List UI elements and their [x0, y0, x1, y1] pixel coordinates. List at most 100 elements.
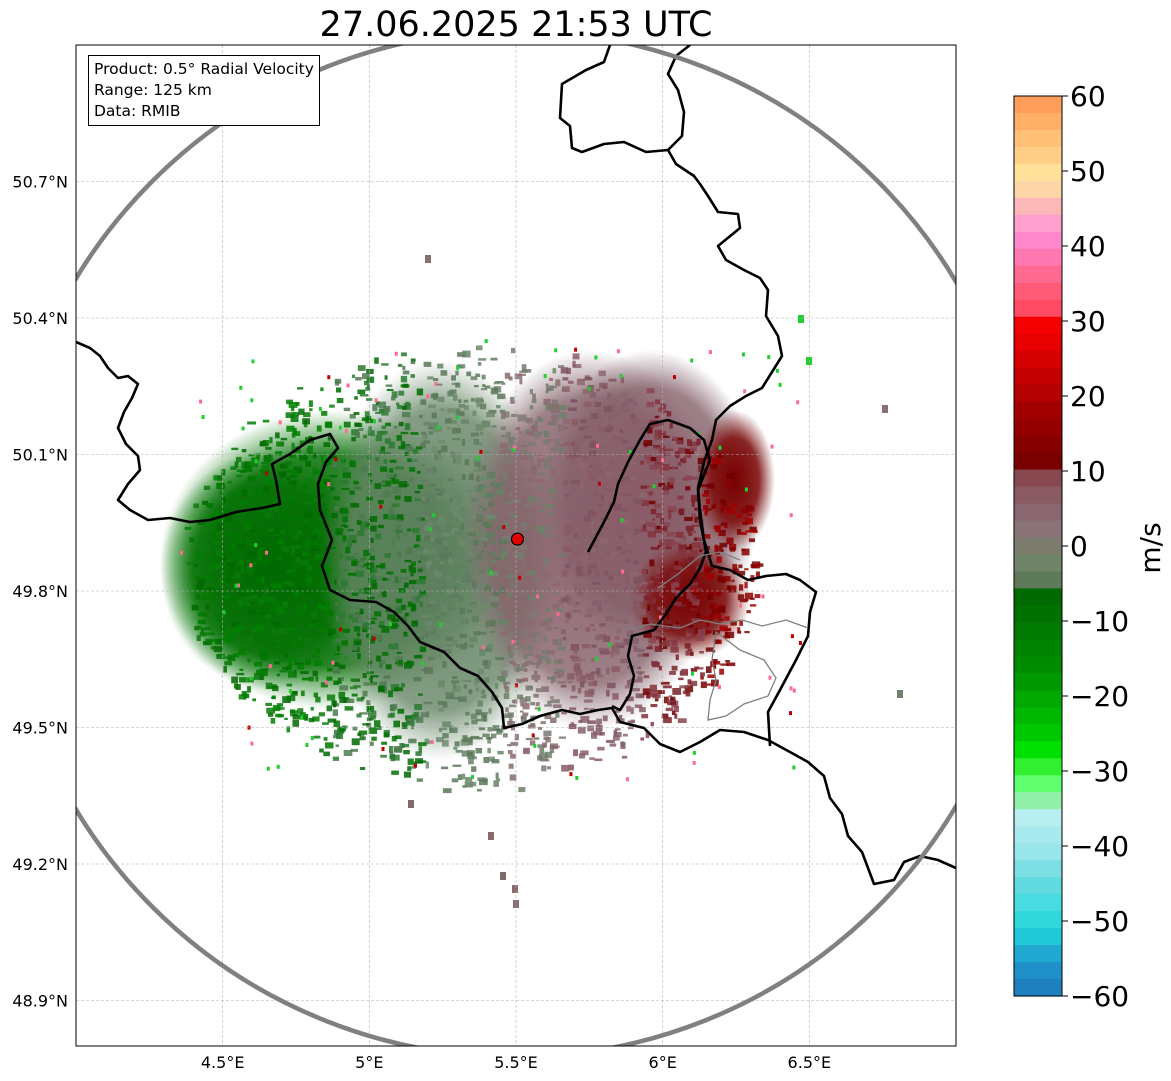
colorbar-band [1014, 163, 1062, 182]
colorbar-band [1014, 656, 1062, 674]
colorbar-band [1014, 690, 1062, 708]
colorbar-band [1014, 588, 1062, 607]
colorbar-band [1014, 758, 1062, 776]
map-title: 27.06.2025 21:53 UTC [319, 5, 713, 45]
colorbar-band [1014, 265, 1062, 284]
colorbar-tick-label: −60 [1070, 980, 1129, 1013]
colorbar-band [1014, 367, 1062, 386]
colorbar-band [1014, 911, 1062, 929]
lat-tick-label: 50.1°N [12, 446, 68, 465]
colorbar-band [1014, 384, 1062, 403]
velocity-colorbar: 60 50 40 30 20 10 0 −10 −20 −30 −40 −50 −60 m/s [1013, 80, 1167, 1013]
colorbar-band [1014, 877, 1062, 895]
colorbar-ticks: 60 50 40 30 20 10 0 −10 −20 −30 −40 −50 −60 [1062, 80, 1129, 1013]
lon-tick-label: 5°E [355, 1053, 383, 1072]
colorbar-band [1014, 96, 1062, 114]
colorbar-band [1014, 435, 1062, 454]
info-product: Product: 0.5° Radial Velocity [94, 60, 314, 78]
colorbar-band [1014, 622, 1062, 640]
lat-tick-label: 49.8°N [12, 582, 68, 601]
border-lu [586, 418, 712, 712]
colorbar-band [1014, 112, 1062, 131]
colorbar-band [1014, 282, 1062, 301]
radar-echo-layer [160, 255, 903, 908]
lat-tick-label: 48.9°N [12, 992, 68, 1011]
border-nl-tip [558, 45, 669, 154]
colorbar-band [1014, 860, 1062, 878]
colorbar-tick-label: 40 [1070, 230, 1106, 263]
colorbar-band [1014, 639, 1062, 657]
colorbar-band [1014, 486, 1062, 505]
colorbar-band [1014, 554, 1062, 573]
colorbar-band [1014, 962, 1062, 980]
colorbar-band [1014, 503, 1062, 522]
colorbar-band [1014, 928, 1062, 946]
border-be-fr-west [76, 340, 956, 886]
lon-tick-label: 6.5°E [788, 1053, 832, 1072]
colorbar-tick-label: 0 [1070, 530, 1088, 563]
colorbar-tick-label: 30 [1070, 305, 1106, 338]
state-borders [627, 551, 809, 721]
colorbar-band [1014, 945, 1062, 963]
colorbar-band [1014, 180, 1062, 199]
radar-site-marker [510, 532, 525, 546]
info-range: Range: 125 km [94, 81, 212, 99]
colorbar-band [1014, 248, 1062, 267]
colorbar-band [1014, 316, 1062, 335]
colorbar-band [1014, 350, 1062, 369]
colorbar-tick-label: −40 [1070, 830, 1129, 863]
colorbar-unit-label: m/s [1134, 522, 1167, 573]
map-frame [75, 44, 957, 1047]
lon-tick-label: 4.5°E [201, 1053, 245, 1072]
border-be-de-east [666, 45, 818, 747]
colorbar-band [1014, 469, 1062, 488]
colorbar-band [1014, 418, 1062, 437]
lat-tick-label: 49.5°N [12, 719, 68, 738]
colorbar-band [1014, 894, 1062, 912]
colorbar-band [1014, 605, 1062, 624]
colorbar-tick-label: −30 [1070, 755, 1129, 788]
colorbar-bands [1014, 96, 1062, 997]
colorbar-tick-label: −50 [1070, 905, 1129, 938]
colorbar-band [1014, 401, 1062, 420]
colorbar-band [1014, 129, 1062, 148]
colorbar-band [1014, 741, 1062, 759]
colorbar-tick-label: 20 [1070, 380, 1106, 413]
map-plot-area [76, 45, 956, 1046]
colorbar-band [1014, 299, 1062, 318]
colorbar-band [1014, 537, 1062, 556]
colorbar-band [1014, 826, 1062, 844]
colorbar-band [1014, 707, 1062, 725]
colorbar-band [1014, 452, 1062, 471]
colorbar-band [1014, 843, 1062, 861]
product-info-box: Product: 0.5° Radial Velocity Range: 125… [88, 55, 320, 126]
colorbar-band [1014, 333, 1062, 352]
colorbar-band [1014, 809, 1062, 827]
colorbar-tick-label: −10 [1070, 605, 1129, 638]
colorbar-tick-label: −20 [1070, 680, 1129, 713]
colorbar-band [1014, 214, 1062, 233]
lon-tick-label: 6°E [649, 1053, 677, 1072]
lat-tick-label: 49.2°N [12, 855, 68, 874]
gridlines [76, 45, 956, 1046]
colorbar-band [1014, 724, 1062, 742]
lat-tick-label: 50.4°N [12, 309, 68, 328]
colorbar-band [1014, 571, 1062, 590]
axis-ticks: 4.5°E 5°E 5.5°E 6°E 6.5°E 50.7°N 50.4°N 50.1°N 4… [12, 173, 831, 1073]
colorbar-band [1014, 673, 1062, 691]
colorbar-tick-label: 60 [1070, 80, 1106, 113]
colorbar-band [1014, 979, 1062, 997]
colorbar-band [1014, 792, 1062, 810]
colorbar-tick-label: 50 [1070, 155, 1106, 188]
info-data-source: Data: RMIB [94, 102, 181, 120]
colorbar-band [1014, 146, 1062, 165]
colorbar-band [1014, 197, 1062, 216]
lat-tick-label: 50.7°N [12, 173, 68, 192]
echo-blob [695, 410, 775, 550]
lon-tick-label: 5.5°E [494, 1053, 538, 1072]
colorbar-band [1014, 775, 1062, 793]
colorbar-tick-label: 10 [1070, 455, 1106, 488]
country-borders [76, 45, 956, 886]
colorbar-band [1014, 231, 1062, 250]
